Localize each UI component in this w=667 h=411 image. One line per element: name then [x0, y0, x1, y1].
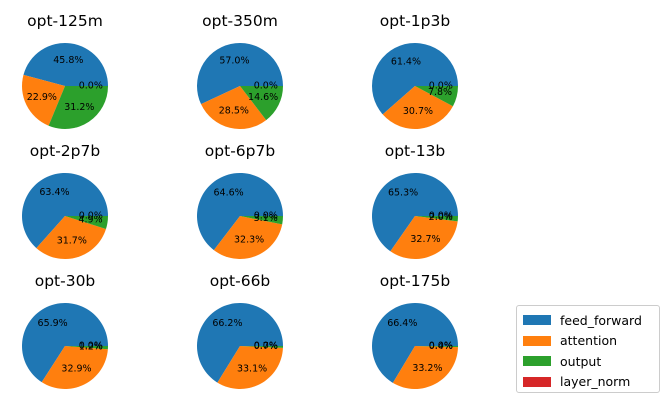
pie-slice-opt-66b-attention — [217, 346, 283, 389]
pie-label-opt-175b-layer-norm: 0.0% — [429, 341, 453, 352]
pie-label-opt-125m-output: 31.2% — [64, 102, 94, 113]
pie-label-opt-2p7b-layer-norm: 0.0% — [79, 211, 103, 222]
pie-slice-opt-30b-output — [65, 346, 109, 350]
pie-opt-30b: opt-30b 65.9% 32.9% 1.2%0.0% — [21, 272, 109, 390]
pie-label-opt-13b-layer-norm: 0.0% — [429, 211, 453, 222]
pie-opt-175b: opt-175b 66.4% 33.2% 0.4%0.0% — [372, 272, 459, 389]
pie-slice-opt-13b-feed-forward — [371, 172, 458, 252]
pie-label-opt-6p7b-attention: 32.3% — [234, 235, 264, 246]
pie-label-opt-30b-feed-forward: 65.9% — [38, 318, 68, 329]
pie-label-opt-6p7b-output: 3.1% — [254, 213, 278, 224]
pie-label-opt-2p7b-feed-forward: 63.4% — [39, 187, 69, 198]
pie-label-opt-350m-feed-forward: 57.0% — [219, 55, 249, 66]
legend: feed_forward attention output layer_norm — [516, 305, 660, 393]
pie-slice-opt-1p3b-output — [415, 86, 458, 107]
pie-label-opt-6p7b-feed-forward: 64.6% — [213, 187, 243, 198]
legend-item-feed-forward: feed_forward — [523, 310, 653, 331]
pie-slice-opt-6p7b-feed-forward — [196, 172, 283, 251]
pie-slice-opt-66b-feed-forward — [197, 302, 283, 383]
legend-label-output: output — [560, 353, 602, 369]
pie-slice-opt-175b-attention — [392, 346, 458, 389]
pie-opt-6p7b: opt-6p7b 64.6% 32.3% 3.1%0.0% — [196, 142, 283, 259]
pie-label-opt-125m-attention: 22.9% — [27, 92, 57, 103]
pie-title-opt-30b: opt-30b — [35, 272, 96, 290]
pie-label-opt-1p3b-feed-forward: 61.4% — [391, 56, 421, 67]
legend-item-output: output — [523, 351, 653, 372]
pie-label-opt-66b-output: 0.7% — [254, 341, 278, 352]
pie-slice-opt-13b-output — [415, 216, 458, 222]
legend-swatch-layer-norm — [523, 376, 551, 387]
pie-slice-opt-175b-feed-forward — [372, 302, 458, 383]
pie-title-opt-175b: opt-175b — [380, 272, 450, 290]
pie-label-opt-6p7b-layer-norm: 0.0% — [254, 211, 278, 222]
pie-slice-opt-2p7b-output — [65, 216, 108, 230]
pie-label-opt-66b-attention: 33.1% — [237, 363, 267, 374]
pie-slice-opt-2p7b-attention — [36, 216, 106, 260]
pie-label-opt-66b-feed-forward: 66.2% — [212, 318, 242, 329]
pie-label-opt-175b-attention: 33.2% — [412, 363, 442, 374]
pie-title-opt-350m: opt-350m — [202, 12, 278, 30]
pie-label-opt-66b-layer-norm: 0.0% — [254, 341, 278, 352]
pie-label-opt-13b-attention: 32.7% — [410, 234, 440, 245]
pie-opt-66b: opt-66b 66.2% 33.1% 0.7%0.0% — [197, 272, 284, 389]
pie-label-opt-1p3b-layer-norm: 0.0% — [429, 81, 453, 92]
pie-label-opt-30b-output: 1.2% — [79, 341, 103, 352]
pie-slice-opt-6p7b-output — [240, 216, 283, 225]
legend-label-attention: attention — [560, 333, 618, 349]
legend-swatch-feed-forward — [523, 315, 551, 326]
pie-label-opt-125m-layer-norm: 0.0% — [79, 81, 103, 92]
pie-slice-opt-2p7b-feed-forward — [22, 173, 109, 249]
pie-slice-opt-175b-output — [415, 346, 459, 348]
pie-label-opt-175b-feed-forward: 66.4% — [387, 318, 417, 329]
pie-slice-opt-350m-feed-forward — [197, 42, 283, 105]
pie-opt-1p3b: opt-1p3b 61.4% 30.7% 7.8%0.0% — [372, 12, 458, 130]
legend-label-layer-norm: layer_norm — [560, 374, 631, 390]
pie-slice-opt-1p3b-attention — [382, 86, 453, 130]
pie-slice-opt-350m-attention — [201, 86, 267, 129]
pie-label-opt-350m-output: 14.6% — [248, 92, 278, 103]
pie-label-opt-125m-feed-forward: 45.8% — [53, 55, 83, 66]
pie-title-opt-13b: opt-13b — [385, 142, 446, 160]
pie-title-opt-125m: opt-125m — [27, 12, 103, 30]
pie-label-opt-350m-layer-norm: 0.0% — [254, 81, 278, 92]
pie-slice-opt-350m-output — [240, 86, 283, 121]
pie-slice-opt-30b-attention — [41, 346, 108, 390]
pie-slice-opt-30b-feed-forward — [21, 303, 108, 383]
pie-title-opt-1p3b: opt-1p3b — [380, 12, 450, 30]
pie-opt-350m: opt-350m 57.0% 28.5% 14.6%0.0% — [197, 12, 283, 129]
pie-title-opt-6p7b: opt-6p7b — [205, 142, 275, 160]
pie-slice-opt-6p7b-attention — [213, 216, 283, 259]
pie-slice-opt-125m-attention — [22, 74, 66, 126]
pie-label-opt-30b-attention: 32.9% — [61, 364, 91, 375]
pie-label-opt-350m-attention: 28.5% — [219, 106, 249, 117]
pie-label-opt-1p3b-output: 7.8% — [428, 87, 452, 98]
pie-slice-opt-66b-output — [240, 346, 284, 348]
pie-label-opt-2p7b-output: 4.9% — [78, 214, 102, 225]
legend-swatch-attention — [523, 335, 551, 346]
pie-label-opt-13b-feed-forward: 65.3% — [388, 188, 418, 199]
pie-title-opt-66b: opt-66b — [210, 272, 271, 290]
pie-label-opt-1p3b-attention: 30.7% — [403, 106, 433, 117]
pie-slice-opt-125m-feed-forward — [23, 43, 108, 86]
legend-swatch-output — [523, 356, 551, 367]
legend-item-layer-norm: layer_norm — [523, 372, 653, 393]
pie-opt-13b: opt-13b 65.3% 32.7% 2.0%0.0% — [371, 142, 458, 259]
pie-slice-opt-125m-output — [48, 86, 108, 130]
pie-label-opt-13b-output: 2.0% — [429, 212, 453, 223]
pie-label-opt-2p7b-attention: 31.7% — [57, 235, 87, 246]
pie-label-opt-175b-output: 0.4% — [429, 341, 453, 352]
pie-slice-opt-1p3b-feed-forward — [372, 42, 458, 115]
pie-label-opt-30b-layer-norm: 0.0% — [79, 341, 103, 352]
pie-slice-opt-13b-attention — [390, 216, 458, 259]
pie-opt-125m: opt-125m 45.8% 22.9% 31.2% 0.0% — [22, 12, 108, 130]
pie-title-opt-2p7b: opt-2p7b — [30, 142, 100, 160]
legend-label-feed-forward: feed_forward — [560, 312, 642, 328]
legend-item-attention: attention — [523, 331, 653, 352]
pie-opt-2p7b: opt-2p7b 63.4% 31.7% 4.9%0.0% — [22, 142, 109, 260]
